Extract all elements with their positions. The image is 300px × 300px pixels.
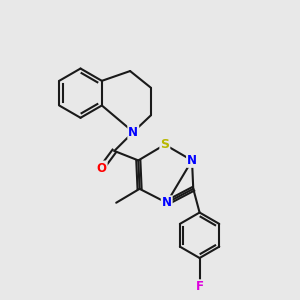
Text: N: N bbox=[187, 154, 197, 167]
Text: N: N bbox=[128, 125, 138, 139]
Text: F: F bbox=[196, 280, 204, 293]
Text: N: N bbox=[162, 196, 172, 209]
Text: S: S bbox=[160, 138, 169, 151]
Text: O: O bbox=[97, 161, 107, 175]
